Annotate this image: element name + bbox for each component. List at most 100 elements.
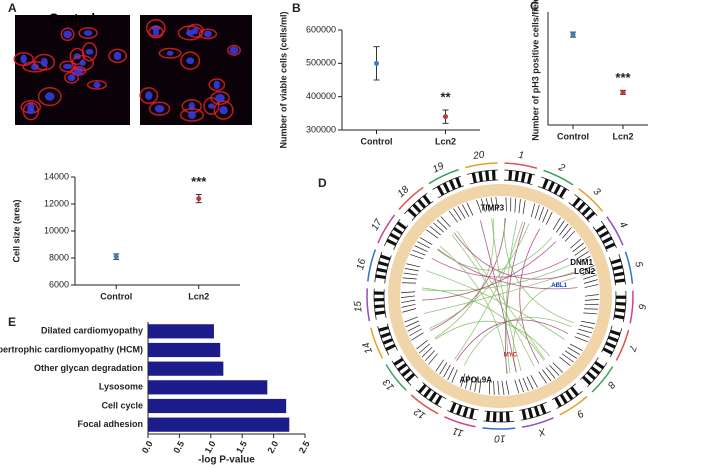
chromosome-outline bbox=[466, 169, 498, 175]
chromosome-band bbox=[407, 208, 417, 218]
image-label: Control bbox=[49, 10, 95, 25]
gene-tick bbox=[439, 362, 448, 375]
chromosome-band bbox=[570, 386, 579, 397]
nucleus bbox=[67, 74, 76, 82]
link bbox=[503, 218, 574, 323]
chromosome-band bbox=[423, 387, 432, 398]
chromosome-band bbox=[582, 375, 592, 386]
nucleus bbox=[63, 63, 73, 70]
chromosome-band bbox=[389, 232, 400, 241]
gene-tick bbox=[453, 208, 462, 221]
gene-tick bbox=[426, 229, 439, 239]
chromosome-outline bbox=[568, 202, 590, 223]
gene-tick bbox=[479, 378, 482, 393]
link bbox=[491, 218, 522, 372]
x-tick-label: 1.0 bbox=[203, 439, 218, 455]
panel-label: E bbox=[8, 315, 16, 329]
cell-body bbox=[148, 26, 164, 39]
cell-body bbox=[139, 87, 159, 105]
x-tick-label: Control bbox=[100, 291, 132, 301]
chromosome-outline bbox=[600, 220, 617, 249]
cell-body bbox=[158, 47, 182, 59]
gene-tick bbox=[485, 197, 490, 212]
bar bbox=[148, 361, 224, 376]
link bbox=[504, 221, 526, 374]
chromosome-outline bbox=[422, 382, 447, 400]
gene-tick bbox=[564, 230, 575, 242]
y-tick-label: Focal adhesion bbox=[77, 419, 143, 429]
gene-tick bbox=[569, 343, 583, 351]
link bbox=[434, 218, 495, 339]
gene-tick bbox=[567, 347, 581, 355]
gene-tick bbox=[583, 279, 598, 284]
gene-label: MYC bbox=[504, 353, 518, 359]
gene-tick bbox=[581, 320, 596, 325]
chromosome-arc bbox=[367, 249, 377, 282]
link bbox=[456, 230, 546, 360]
nucleus bbox=[185, 29, 195, 37]
nucleus bbox=[145, 91, 153, 100]
gene-label: LCN2 bbox=[574, 267, 595, 276]
chromosome-outline bbox=[415, 389, 442, 408]
chromosome-band bbox=[610, 258, 622, 265]
nucleus bbox=[213, 80, 220, 90]
annotation: ** bbox=[440, 89, 451, 104]
link bbox=[422, 241, 557, 301]
y-tick-label: 8000 bbox=[49, 252, 69, 262]
y-tick-label: 400000 bbox=[306, 91, 336, 101]
gene-tick bbox=[404, 316, 418, 323]
chromosome-outline bbox=[383, 289, 387, 318]
gene-tick bbox=[556, 220, 565, 233]
gene-tick bbox=[495, 197, 499, 212]
x-tick-label: Control bbox=[557, 131, 589, 141]
link bbox=[422, 287, 545, 361]
chromosome-band bbox=[376, 267, 387, 273]
chromosome-label: 9 bbox=[574, 407, 585, 419]
gene-tick bbox=[522, 200, 526, 215]
chromosome-outline bbox=[484, 410, 514, 413]
chromosome-band bbox=[386, 238, 397, 246]
gene-tick bbox=[416, 340, 428, 350]
link bbox=[451, 234, 535, 367]
chromosome-band bbox=[393, 357, 404, 366]
cell-body bbox=[33, 53, 56, 71]
chromosome-band bbox=[613, 314, 625, 320]
cell-body bbox=[180, 51, 201, 70]
chromosome-label: 19 bbox=[431, 161, 446, 176]
panel-label: C bbox=[530, 0, 539, 13]
gene-tick bbox=[405, 320, 419, 328]
cell-body bbox=[198, 28, 218, 40]
link bbox=[434, 320, 551, 357]
gene-tick bbox=[581, 265, 595, 272]
chromosome-outline bbox=[447, 410, 477, 421]
chromosome-band bbox=[378, 326, 389, 332]
gene-tick bbox=[461, 204, 470, 218]
gene-tick bbox=[401, 291, 416, 294]
cell-body bbox=[177, 25, 203, 41]
y-tick-label: 14000 bbox=[44, 171, 69, 181]
chromosome-outline bbox=[556, 390, 583, 409]
gene-tick bbox=[469, 376, 474, 391]
y-tick-label: 600000 bbox=[306, 24, 336, 34]
bar bbox=[148, 342, 221, 358]
gene-tick bbox=[418, 343, 430, 354]
gene-tick bbox=[549, 364, 560, 376]
gene-tick bbox=[584, 294, 600, 297]
chromosome-outline bbox=[519, 401, 547, 411]
chromosome-band bbox=[576, 201, 586, 212]
x-tick-label: 1.5 bbox=[234, 439, 249, 455]
gene-tick bbox=[584, 299, 599, 301]
chromosome-label: 1 bbox=[518, 150, 525, 162]
chromosome-outline bbox=[609, 257, 616, 286]
chromosome-arc bbox=[606, 216, 624, 246]
gene-tick bbox=[401, 303, 416, 308]
gene-tick bbox=[576, 251, 589, 260]
chromosome-outline bbox=[384, 218, 401, 247]
chromosome-band bbox=[527, 407, 534, 419]
nucleus bbox=[219, 106, 228, 115]
panel-label: A bbox=[8, 1, 17, 15]
chromosome-arc bbox=[624, 251, 634, 284]
y-tick-label: 10000 bbox=[44, 225, 69, 235]
chromosome-band bbox=[455, 177, 462, 188]
y-tick-label: 500000 bbox=[306, 58, 336, 68]
